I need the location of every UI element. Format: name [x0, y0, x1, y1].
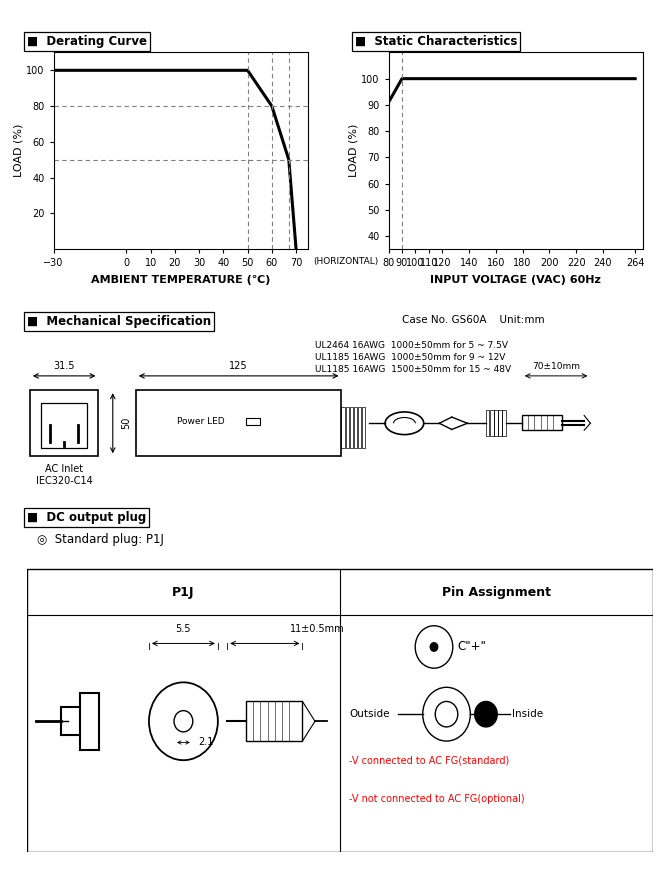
Bar [136, 391, 342, 456]
Text: UL1185 16AWG  1500±50mm for 15 ~ 48V: UL1185 16AWG 1500±50mm for 15 ~ 48V [315, 365, 511, 374]
Text: UL2464 16AWG  1000±50mm for 5 ~ 7.5V: UL2464 16AWG 1000±50mm for 5 ~ 7.5V [315, 341, 508, 350]
Text: 125: 125 [229, 361, 248, 371]
Text: ■  DC output plug: ■ DC output plug [27, 511, 146, 524]
Text: C"+": C"+" [458, 641, 486, 654]
Text: ■  Static Characteristics: ■ Static Characteristics [355, 35, 517, 48]
Bar [502, 410, 506, 435]
Bar [346, 406, 349, 448]
Text: Case No. GS60A    Unit:mm: Case No. GS60A Unit:mm [402, 315, 545, 324]
Text: AC Inlet: AC Inlet [45, 463, 83, 474]
Y-axis label: LOAD (%): LOAD (%) [348, 124, 358, 177]
Bar [494, 410, 498, 435]
Bar [498, 410, 502, 435]
Bar [354, 406, 357, 448]
Bar [350, 406, 353, 448]
Text: Pin Assignment: Pin Assignment [442, 586, 551, 599]
Text: -V connected to AC FG(standard): -V connected to AC FG(standard) [350, 755, 510, 765]
Text: UL1185 16AWG  1000±50mm for 9 ~ 12V: UL1185 16AWG 1000±50mm for 9 ~ 12V [315, 353, 505, 362]
Bar [30, 391, 98, 456]
Text: 2.1: 2.1 [198, 738, 213, 747]
Text: ◎  Standard plug: P1J: ◎ Standard plug: P1J [37, 533, 163, 546]
Text: 11±0.5mm: 11±0.5mm [290, 624, 344, 635]
Circle shape [430, 642, 438, 651]
Text: (HORIZONTAL): (HORIZONTAL) [314, 257, 379, 266]
Bar [490, 410, 494, 435]
Y-axis label: LOAD (%): LOAD (%) [13, 124, 23, 177]
Bar [362, 406, 365, 448]
Bar [358, 406, 361, 448]
Bar [486, 410, 490, 435]
Text: IEC320-C14: IEC320-C14 [36, 476, 92, 486]
Text: -V not connected to AC FG(optional): -V not connected to AC FG(optional) [350, 794, 525, 804]
Text: 70±10mm: 70±10mm [532, 362, 580, 371]
Bar [342, 406, 345, 448]
Text: 50: 50 [121, 417, 131, 429]
X-axis label: AMBIENT TEMPERATURE (℃): AMBIENT TEMPERATURE (℃) [91, 275, 271, 285]
Bar [246, 702, 302, 741]
Text: Inside: Inside [513, 709, 543, 719]
Text: Power LED: Power LED [178, 417, 225, 426]
Circle shape [475, 702, 497, 727]
Text: 31.5: 31.5 [54, 361, 75, 371]
Bar [40, 403, 87, 448]
X-axis label: INPUT VOLTAGE (VAC) 60Hz: INPUT VOLTAGE (VAC) 60Hz [430, 275, 602, 285]
Text: P1J: P1J [172, 586, 195, 599]
Text: 5.5: 5.5 [176, 624, 191, 635]
Bar [522, 415, 562, 430]
Bar [246, 419, 260, 425]
Text: ■  Derating Curve: ■ Derating Curve [27, 35, 147, 48]
Text: ■  Mechanical Specification: ■ Mechanical Specification [27, 315, 211, 328]
Text: Outside: Outside [350, 709, 390, 719]
